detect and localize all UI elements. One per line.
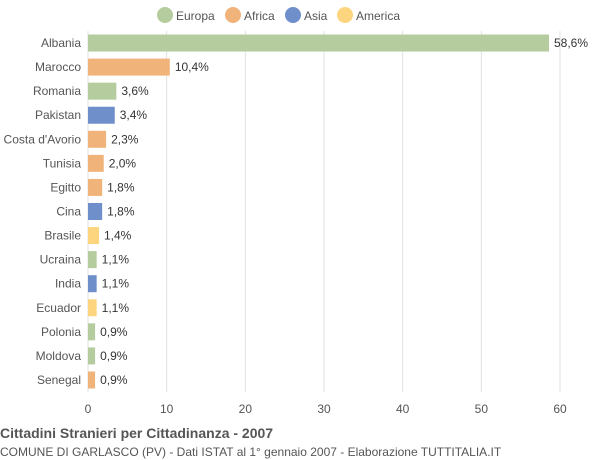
value-label: 0,9% xyxy=(100,325,128,339)
category-label: Costa d'Avorio xyxy=(4,132,82,146)
category-label: India xyxy=(55,277,81,291)
value-label: 1,1% xyxy=(102,253,130,267)
category-label: Romania xyxy=(33,84,81,98)
bar xyxy=(88,323,96,341)
category-label: Ucraina xyxy=(40,253,82,267)
category-label: Cina xyxy=(56,205,81,219)
category-label: Albania xyxy=(41,36,81,50)
bar xyxy=(88,58,170,76)
bar xyxy=(88,82,117,100)
bar-chart: Europa Africa Asia America Albania 58,6% Maro… xyxy=(4,7,588,416)
legend-label: Europa xyxy=(176,9,215,23)
grid-lines xyxy=(87,31,561,392)
category-label: Tunisia xyxy=(43,156,82,170)
bar xyxy=(88,106,115,124)
legend-label: Africa xyxy=(244,9,275,23)
value-label: 0,9% xyxy=(100,349,128,363)
value-label: 1,1% xyxy=(102,277,130,291)
bars: Albania 58,6% Marocco 10,4% Romania 3,6% Pakis… xyxy=(4,34,588,389)
x-tick-label: 50 xyxy=(475,402,489,416)
category-label: Pakistan xyxy=(35,108,81,122)
x-tick-label: 0 xyxy=(85,402,92,416)
category-label: Moldova xyxy=(36,349,82,363)
category-label: Ecuador xyxy=(36,301,81,315)
bar xyxy=(88,130,107,148)
value-label: 2,0% xyxy=(109,156,137,170)
bar xyxy=(88,251,97,269)
x-tick-label: 40 xyxy=(396,402,410,416)
category-label: Senegal xyxy=(37,373,81,387)
bar xyxy=(88,203,103,220)
chart-title: Cittadini Stranieri per Cittadinanza - 2… xyxy=(0,425,274,441)
x-tick-label: 20 xyxy=(239,402,253,416)
value-label: 1,8% xyxy=(107,205,135,219)
value-label: 1,1% xyxy=(102,301,130,315)
value-label: 2,3% xyxy=(111,132,139,146)
x-axis: 0 10 20 30 40 50 60 xyxy=(85,402,567,416)
value-label: 3,4% xyxy=(120,108,148,122)
legend-label: America xyxy=(356,9,400,23)
legend-swatch xyxy=(157,7,173,23)
bar xyxy=(88,178,103,196)
legend-swatch xyxy=(225,7,241,23)
bar xyxy=(88,275,97,293)
legend-label: Asia xyxy=(304,9,328,23)
bar xyxy=(88,154,104,172)
category-label: Marocco xyxy=(35,60,81,74)
x-tick-label: 60 xyxy=(553,402,567,416)
bar xyxy=(88,347,96,365)
category-label: Brasile xyxy=(44,229,81,243)
category-label: Polonia xyxy=(41,325,81,339)
category-label: Egitto xyxy=(50,180,81,194)
value-label: 0,9% xyxy=(100,373,128,387)
value-label: 1,4% xyxy=(104,229,132,243)
bar xyxy=(88,371,96,389)
x-tick-label: 30 xyxy=(317,402,331,416)
value-label: 58,6% xyxy=(554,36,588,50)
legend-swatch xyxy=(285,7,301,23)
bar xyxy=(88,34,549,52)
value-label: 3,6% xyxy=(121,84,149,98)
x-tick-label: 10 xyxy=(160,402,174,416)
bar xyxy=(88,227,100,245)
value-label: 1,8% xyxy=(107,180,135,194)
chart-subtitle: COMUNE DI GARLASCO (PV) - Dati ISTAT al … xyxy=(0,445,502,459)
legend-swatch xyxy=(337,7,353,23)
value-label: 10,4% xyxy=(175,60,209,74)
bar xyxy=(88,299,97,317)
legend: Europa Africa Asia America xyxy=(157,7,400,23)
